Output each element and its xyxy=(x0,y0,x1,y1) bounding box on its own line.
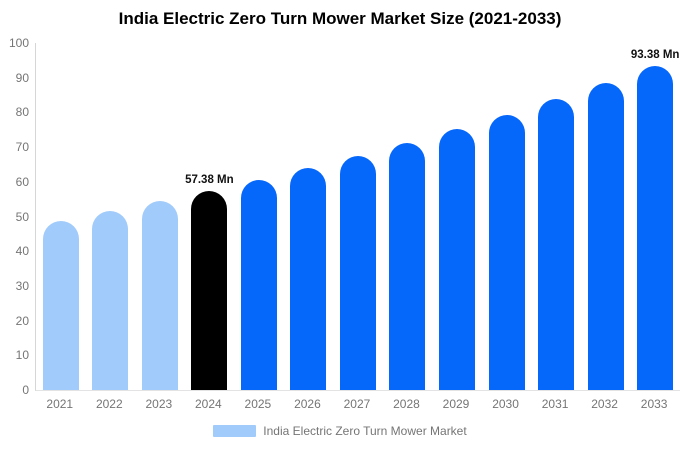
y-tick-label: 50 xyxy=(15,209,29,224)
value-label-2024: 57.38 Mn xyxy=(185,173,234,186)
bar-column-2021 xyxy=(36,43,86,390)
x-tick-label-2023: 2023 xyxy=(145,397,173,411)
bar-2023 xyxy=(141,201,178,390)
bar-2032 xyxy=(587,83,624,390)
y-tick-label: 100 xyxy=(8,36,29,50)
bar-column-2033: 93.38 Mn xyxy=(630,43,680,390)
bar-2026 xyxy=(290,168,327,390)
y-axis: 0 10 20 30 40 50 60 70 80 90 100 xyxy=(0,36,29,397)
x-tick-label-2024: 2024 xyxy=(195,397,222,411)
bar-column-2025 xyxy=(234,43,284,390)
y-tick-label: 70 xyxy=(15,140,29,155)
bar-column-2024: 57.38 Mn xyxy=(185,43,235,390)
legend-label: India Electric Zero Turn Mower Market xyxy=(263,424,467,438)
bar-column-2029 xyxy=(432,43,482,390)
x-tick-label-2022: 2022 xyxy=(95,397,123,411)
x-tick-label-2033: 2033 xyxy=(640,397,668,411)
bar-column-2026 xyxy=(284,43,334,390)
chart-title: India Electric Zero Turn Mower Market Si… xyxy=(118,9,562,28)
bar-2031 xyxy=(538,99,575,390)
y-tick-label: 10 xyxy=(15,348,29,363)
y-tick-label: 40 xyxy=(15,244,29,259)
bar-2029 xyxy=(439,129,476,390)
bar-2025 xyxy=(240,179,277,390)
x-tick-label-2025: 2025 xyxy=(244,397,272,411)
bar-column-2022 xyxy=(86,43,136,390)
x-tick-label-2021: 2021 xyxy=(46,397,74,411)
bar-2021 xyxy=(42,220,79,390)
bar-column-2032 xyxy=(581,43,631,390)
plot-area: 57.38 Mn 93.38 Mn xyxy=(35,43,680,391)
bar-2022 xyxy=(92,211,129,390)
x-axis-labels: 2021 2022 2023 2024 2025 2026 2027 2028 2029 2030… xyxy=(35,397,679,411)
bar-2028 xyxy=(389,142,426,390)
x-tick-label-2029: 2029 xyxy=(442,397,470,411)
x-tick-label-2031: 2031 xyxy=(541,397,569,411)
legend-swatch-icon xyxy=(213,425,257,437)
bar-column-2028 xyxy=(383,43,433,390)
y-tick-label: 80 xyxy=(15,105,29,120)
x-tick-label-2030: 2030 xyxy=(492,397,519,411)
x-tick-label-2028: 2028 xyxy=(393,397,420,411)
value-label-2033: 93.38 Mn xyxy=(630,48,680,61)
bar-2033 xyxy=(637,65,674,390)
bar-2027 xyxy=(339,155,376,390)
y-tick-label: 20 xyxy=(15,313,29,328)
x-tick-label-2026: 2026 xyxy=(294,397,321,411)
x-tick-label-2032: 2032 xyxy=(591,397,618,411)
y-tick-label: 60 xyxy=(15,174,29,189)
x-tick-label-2027: 2027 xyxy=(343,397,371,411)
bar-column-2023 xyxy=(135,43,185,390)
bar-column-2030 xyxy=(482,43,532,390)
bar-2024 xyxy=(191,190,228,390)
bar-column-2031 xyxy=(531,43,581,390)
legend[interactable]: India Electric Zero Turn Mower Market xyxy=(0,424,680,438)
y-tick-label: 90 xyxy=(15,70,29,85)
y-tick-label: 0 xyxy=(22,383,29,397)
bar-2030 xyxy=(488,114,525,390)
y-tick-label: 30 xyxy=(15,278,29,293)
bar-column-2027 xyxy=(333,43,383,390)
